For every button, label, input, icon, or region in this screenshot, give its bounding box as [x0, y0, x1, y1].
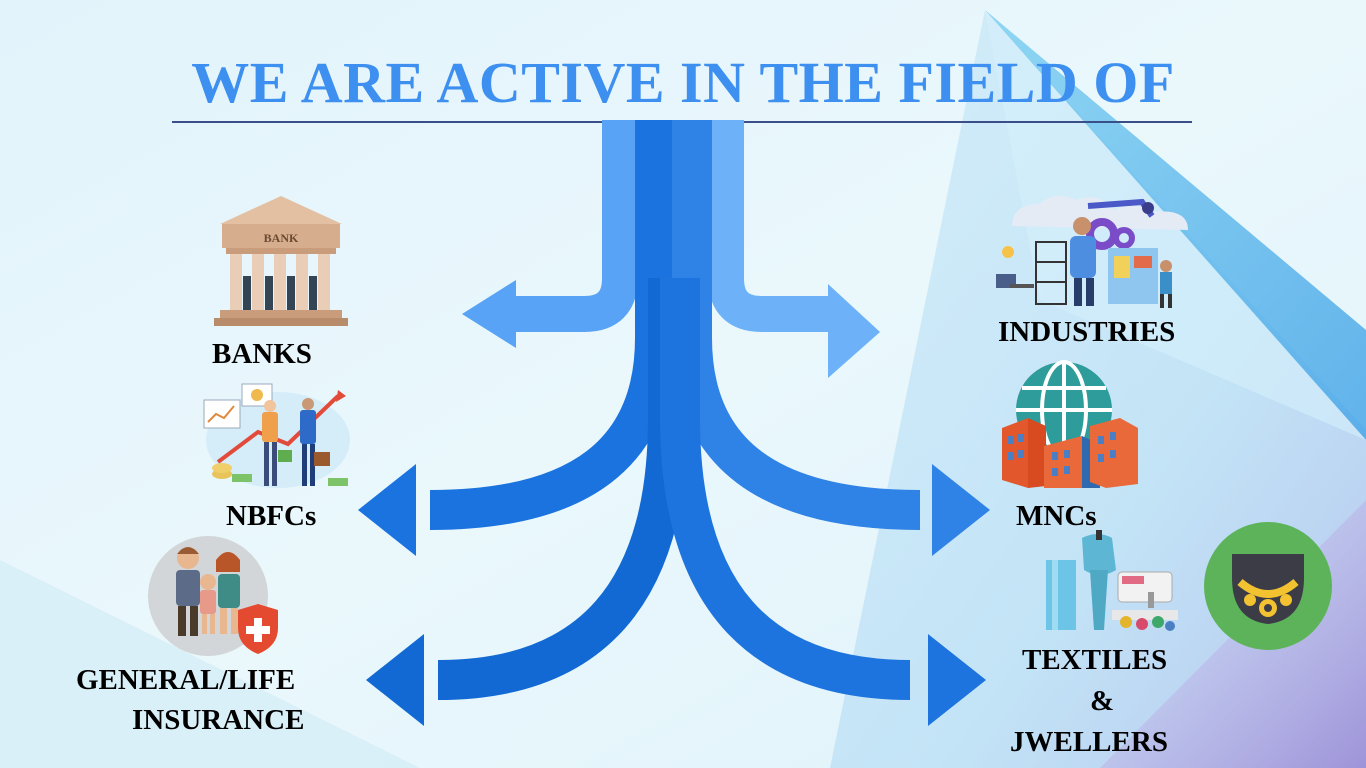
arrow-to-banks	[510, 120, 638, 332]
page-title: WE ARE ACTIVE IN THE FIELD OF	[191, 50, 1175, 115]
label-industries: INDUSTRIES	[998, 316, 1176, 348]
necklace-icon	[1204, 522, 1332, 650]
label-textiles-line1: TEXTILES	[1022, 644, 1168, 676]
arrow-head-textiles	[928, 634, 986, 726]
bank-sign: BANK	[264, 231, 299, 245]
label-textiles-line3: JWELLERS	[1010, 726, 1168, 758]
label-textiles-line2: &	[1090, 685, 1115, 717]
label-mncs: MNCs	[1016, 500, 1097, 532]
arrow-to-industries	[708, 120, 832, 332]
arrow-head-mncs	[932, 464, 990, 556]
family-insurance-icon	[148, 536, 278, 656]
arrow-to-textiles	[660, 278, 911, 700]
bank-icon: BANK	[214, 196, 348, 326]
label-insurance-line1: GENERAL/LIFE	[76, 664, 296, 696]
branch-arrows	[358, 120, 990, 726]
finance-meeting-icon	[203, 383, 350, 488]
label-nbfcs: NBFCs	[226, 500, 317, 532]
globe-buildings-icon	[1002, 360, 1138, 488]
arrow-head-industries	[828, 284, 880, 378]
label-insurance-line2: INSURANCE	[132, 704, 305, 736]
industry-workers-icon	[996, 195, 1188, 308]
arrow-head-insurance	[366, 634, 424, 726]
label-banks: BANKS	[212, 338, 312, 370]
arrow-head-banks	[462, 280, 516, 348]
arrow-head-nbfcs	[358, 464, 416, 556]
sewing-machine-icon	[1046, 530, 1178, 631]
